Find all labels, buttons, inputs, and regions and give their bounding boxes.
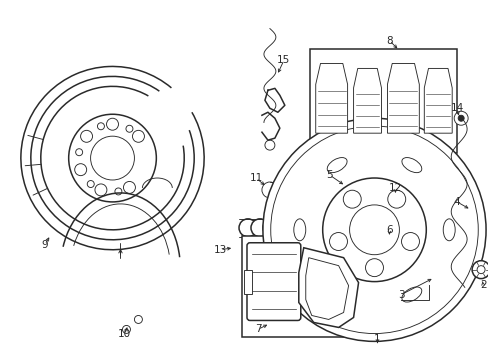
Circle shape bbox=[262, 182, 277, 198]
Text: 15: 15 bbox=[277, 55, 290, 66]
Circle shape bbox=[399, 221, 405, 227]
Text: 3: 3 bbox=[397, 289, 404, 300]
Circle shape bbox=[294, 185, 304, 195]
Circle shape bbox=[263, 118, 485, 341]
Circle shape bbox=[391, 190, 401, 200]
Circle shape bbox=[365, 259, 383, 276]
Circle shape bbox=[399, 102, 407, 109]
Text: 12: 12 bbox=[388, 183, 401, 193]
Text: 8: 8 bbox=[386, 36, 392, 46]
Circle shape bbox=[90, 136, 134, 180]
Circle shape bbox=[132, 130, 144, 142]
Circle shape bbox=[87, 181, 94, 188]
Circle shape bbox=[123, 181, 135, 193]
Ellipse shape bbox=[401, 158, 421, 173]
Text: 14: 14 bbox=[449, 103, 463, 113]
Circle shape bbox=[126, 125, 133, 132]
Circle shape bbox=[413, 245, 424, 255]
Text: 10: 10 bbox=[118, 329, 131, 339]
Text: 11: 11 bbox=[249, 173, 262, 183]
Bar bbox=[242, 236, 386, 337]
Ellipse shape bbox=[442, 219, 454, 241]
Circle shape bbox=[453, 111, 467, 125]
Circle shape bbox=[81, 130, 92, 142]
Circle shape bbox=[436, 235, 446, 246]
Text: 5: 5 bbox=[325, 170, 332, 180]
Circle shape bbox=[134, 315, 142, 323]
Text: 6: 6 bbox=[386, 225, 392, 235]
Circle shape bbox=[349, 205, 399, 255]
Circle shape bbox=[409, 198, 415, 204]
FancyBboxPatch shape bbox=[246, 243, 300, 320]
Ellipse shape bbox=[293, 219, 305, 241]
Polygon shape bbox=[315, 63, 347, 133]
Circle shape bbox=[364, 104, 370, 111]
Circle shape bbox=[122, 325, 130, 333]
Circle shape bbox=[422, 232, 427, 238]
Circle shape bbox=[413, 181, 424, 191]
Circle shape bbox=[408, 208, 428, 228]
Circle shape bbox=[250, 219, 268, 237]
Circle shape bbox=[457, 115, 463, 121]
Circle shape bbox=[76, 149, 82, 156]
Bar bbox=[244, 270, 251, 293]
Circle shape bbox=[264, 140, 274, 150]
Circle shape bbox=[434, 104, 441, 111]
Text: 1: 1 bbox=[373, 334, 380, 345]
Circle shape bbox=[263, 219, 280, 237]
Circle shape bbox=[115, 188, 122, 195]
Circle shape bbox=[471, 261, 488, 279]
Polygon shape bbox=[386, 63, 419, 133]
Polygon shape bbox=[305, 258, 348, 319]
Circle shape bbox=[432, 209, 438, 215]
Circle shape bbox=[397, 196, 440, 240]
Bar bbox=[377, 180, 460, 256]
Circle shape bbox=[387, 190, 405, 208]
Circle shape bbox=[106, 118, 118, 130]
Circle shape bbox=[322, 178, 426, 282]
Polygon shape bbox=[424, 68, 451, 133]
Circle shape bbox=[432, 221, 438, 227]
Ellipse shape bbox=[326, 287, 346, 302]
Circle shape bbox=[401, 233, 419, 251]
Ellipse shape bbox=[326, 158, 346, 173]
Circle shape bbox=[97, 123, 104, 130]
Text: 13: 13 bbox=[213, 245, 226, 255]
Circle shape bbox=[382, 213, 392, 223]
Circle shape bbox=[399, 209, 405, 215]
Circle shape bbox=[409, 232, 415, 238]
Circle shape bbox=[270, 126, 477, 334]
Text: 2: 2 bbox=[479, 280, 486, 289]
Circle shape bbox=[476, 266, 484, 274]
Bar bbox=[309, 49, 456, 153]
Circle shape bbox=[422, 198, 427, 204]
Circle shape bbox=[343, 190, 361, 208]
Circle shape bbox=[436, 190, 446, 200]
Circle shape bbox=[327, 102, 335, 109]
Circle shape bbox=[239, 219, 256, 237]
Circle shape bbox=[446, 213, 455, 223]
Text: 9: 9 bbox=[41, 240, 48, 250]
Circle shape bbox=[75, 164, 86, 176]
Circle shape bbox=[391, 235, 401, 246]
Ellipse shape bbox=[401, 287, 421, 302]
Circle shape bbox=[329, 233, 347, 251]
Circle shape bbox=[95, 184, 107, 196]
Circle shape bbox=[68, 114, 156, 202]
Polygon shape bbox=[298, 248, 358, 328]
Circle shape bbox=[279, 182, 295, 198]
Text: 4: 4 bbox=[453, 197, 460, 207]
Text: 7: 7 bbox=[254, 324, 261, 334]
Polygon shape bbox=[353, 68, 381, 133]
